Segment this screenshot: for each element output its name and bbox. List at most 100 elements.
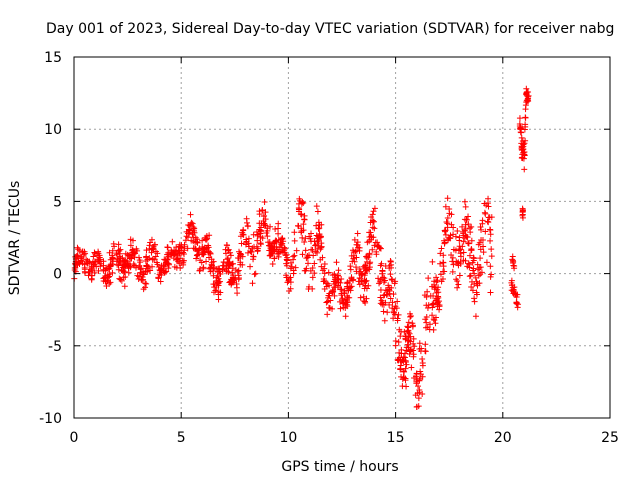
data-point bbox=[314, 208, 321, 215]
grid-lines bbox=[74, 57, 610, 418]
data-point bbox=[227, 252, 234, 259]
data-point bbox=[298, 211, 305, 218]
data-point bbox=[437, 250, 444, 257]
data-point bbox=[281, 244, 288, 251]
data-point bbox=[518, 134, 525, 141]
data-point bbox=[433, 295, 440, 302]
data-point bbox=[348, 274, 355, 281]
data-point bbox=[180, 249, 187, 256]
data-point bbox=[469, 287, 476, 294]
data-point bbox=[411, 343, 418, 350]
data-point bbox=[510, 262, 517, 269]
data-point bbox=[199, 237, 206, 244]
data-point bbox=[200, 245, 207, 252]
data-point bbox=[341, 287, 348, 294]
data-point bbox=[296, 195, 303, 202]
data-point bbox=[249, 280, 256, 287]
data-point bbox=[430, 316, 437, 323]
data-point bbox=[238, 240, 245, 247]
data-point bbox=[467, 272, 474, 279]
data-point bbox=[300, 227, 307, 234]
data-point bbox=[455, 259, 462, 266]
data-point bbox=[414, 376, 421, 383]
data-point bbox=[299, 198, 306, 205]
data-point bbox=[74, 253, 81, 260]
data-point bbox=[351, 236, 358, 243]
data-point bbox=[291, 237, 298, 244]
data-point bbox=[413, 370, 420, 377]
data-point bbox=[83, 256, 90, 263]
data-point bbox=[389, 276, 396, 283]
data-point bbox=[319, 254, 326, 261]
data-point bbox=[375, 275, 382, 282]
data-point bbox=[384, 309, 391, 316]
data-point bbox=[120, 274, 127, 281]
data-point bbox=[377, 294, 384, 301]
data-point bbox=[340, 300, 347, 307]
data-point bbox=[484, 218, 491, 225]
data-point bbox=[422, 347, 429, 354]
data-point bbox=[109, 269, 116, 276]
data-point bbox=[432, 284, 439, 291]
data-point bbox=[390, 315, 397, 322]
data-point bbox=[153, 259, 160, 266]
data-point bbox=[456, 272, 463, 279]
data-point bbox=[267, 223, 274, 230]
data-point bbox=[419, 362, 426, 369]
data-point bbox=[126, 255, 133, 262]
data-point bbox=[449, 258, 456, 265]
data-point bbox=[450, 261, 457, 268]
data-point bbox=[164, 244, 171, 251]
data-point bbox=[423, 319, 430, 326]
data-point bbox=[380, 279, 387, 286]
data-point bbox=[300, 221, 307, 228]
data-point bbox=[315, 219, 322, 226]
data-point bbox=[338, 292, 345, 299]
data-point bbox=[513, 299, 520, 306]
data-point bbox=[309, 274, 316, 281]
data-point bbox=[282, 245, 289, 252]
data-point bbox=[403, 344, 410, 351]
data-point bbox=[196, 246, 203, 253]
data-point bbox=[116, 250, 123, 257]
data-point bbox=[105, 266, 112, 273]
data-point bbox=[272, 238, 279, 245]
data-point bbox=[301, 238, 308, 245]
data-point bbox=[482, 228, 489, 235]
data-point bbox=[250, 253, 257, 260]
data-point bbox=[419, 356, 426, 363]
data-point bbox=[448, 211, 455, 218]
data-point bbox=[138, 277, 145, 284]
data-point bbox=[138, 276, 145, 283]
data-point bbox=[231, 276, 238, 283]
data-point bbox=[364, 239, 371, 246]
data-point bbox=[100, 277, 107, 284]
x-tick-label: 25 bbox=[601, 430, 619, 446]
data-point bbox=[107, 262, 114, 269]
data-point bbox=[198, 259, 205, 266]
data-point bbox=[200, 264, 207, 271]
data-point bbox=[228, 281, 235, 288]
data-point bbox=[387, 295, 394, 302]
data-point bbox=[466, 225, 473, 232]
data-point bbox=[456, 234, 463, 241]
data-point bbox=[461, 216, 468, 223]
data-point bbox=[222, 246, 229, 253]
y-tick-label: 5 bbox=[53, 194, 62, 210]
data-point bbox=[353, 254, 360, 261]
data-point bbox=[134, 272, 141, 279]
data-point bbox=[152, 253, 159, 260]
data-point bbox=[361, 298, 368, 305]
data-point bbox=[124, 251, 131, 258]
data-point bbox=[90, 253, 97, 260]
data-point bbox=[110, 240, 117, 247]
data-point bbox=[365, 282, 372, 289]
data-point bbox=[233, 280, 240, 287]
data-point bbox=[521, 149, 528, 156]
data-point bbox=[386, 301, 393, 308]
data-point bbox=[88, 276, 95, 283]
data-point bbox=[321, 260, 328, 267]
data-point bbox=[188, 237, 195, 244]
data-point bbox=[290, 256, 297, 263]
data-point bbox=[519, 207, 526, 214]
